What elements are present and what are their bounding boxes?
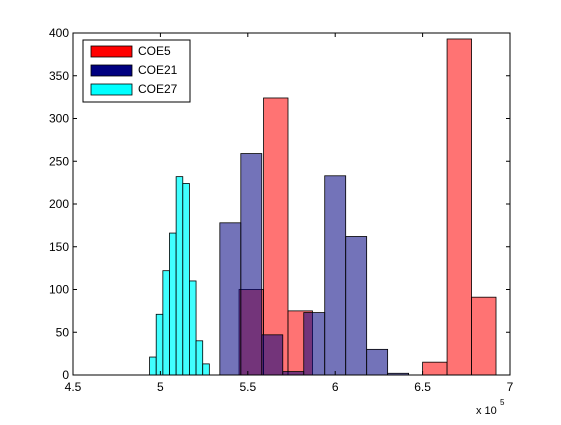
bar [162, 270, 170, 376]
x-tick-label: 5.5 [239, 380, 256, 394]
bar [189, 280, 197, 376]
y-tick-label: 100 [49, 283, 69, 297]
bar [149, 356, 157, 376]
bar [282, 371, 305, 376]
y-tick-label: 400 [49, 26, 69, 40]
bar [169, 232, 177, 376]
legend-entries: COE5 COE21 COE27 [90, 44, 178, 96]
y-tick-label: 150 [49, 240, 69, 254]
bar [175, 176, 184, 376]
bar [261, 334, 284, 376]
x-tick-label: 6 [332, 380, 339, 394]
y-tick-label: 0 [62, 368, 69, 382]
series-coe21 [219, 153, 410, 376]
bars-layer [149, 38, 497, 376]
y-tick-label: 350 [49, 69, 69, 83]
legend-label-coe5: COE5 [138, 44, 171, 58]
x-tick-label: 7 [507, 380, 514, 394]
bar [240, 153, 263, 376]
x-exponent-label: x 10 [476, 405, 497, 417]
legend-label-coe27: COE27 [138, 82, 178, 96]
bar [263, 97, 289, 376]
bar [345, 236, 368, 376]
x-tick-label: 6.5 [414, 380, 431, 394]
x-tick-label: 5 [157, 380, 164, 394]
y-tick-label: 300 [49, 112, 69, 126]
y-tick-label: 200 [49, 197, 69, 211]
bar [155, 313, 164, 376]
legend-swatch-coe5 [90, 45, 133, 58]
x-exponent-power: 5 [500, 398, 505, 407]
ticks-layer: 4.5 5 5.5 6 6.5 7 0 50 100 150 200 250 300 350 400 [49, 26, 514, 394]
legend: COE5 COE21 COE27 [82, 39, 191, 103]
bar [202, 363, 210, 376]
bar [182, 183, 190, 376]
y-tick-label: 250 [49, 154, 69, 168]
y-tick-label: 50 [56, 325, 70, 339]
bar [303, 312, 326, 376]
x-tick-label: 4.5 [65, 380, 82, 394]
bar [471, 296, 497, 376]
bar [446, 38, 472, 376]
bar [219, 222, 242, 376]
legend-label-coe21: COE21 [138, 63, 178, 77]
legend-swatch-coe21 [90, 64, 133, 77]
legend-swatch-coe27 [90, 83, 133, 96]
bar [195, 340, 204, 376]
bar [324, 175, 347, 376]
bar [422, 361, 448, 376]
bar [366, 348, 389, 376]
